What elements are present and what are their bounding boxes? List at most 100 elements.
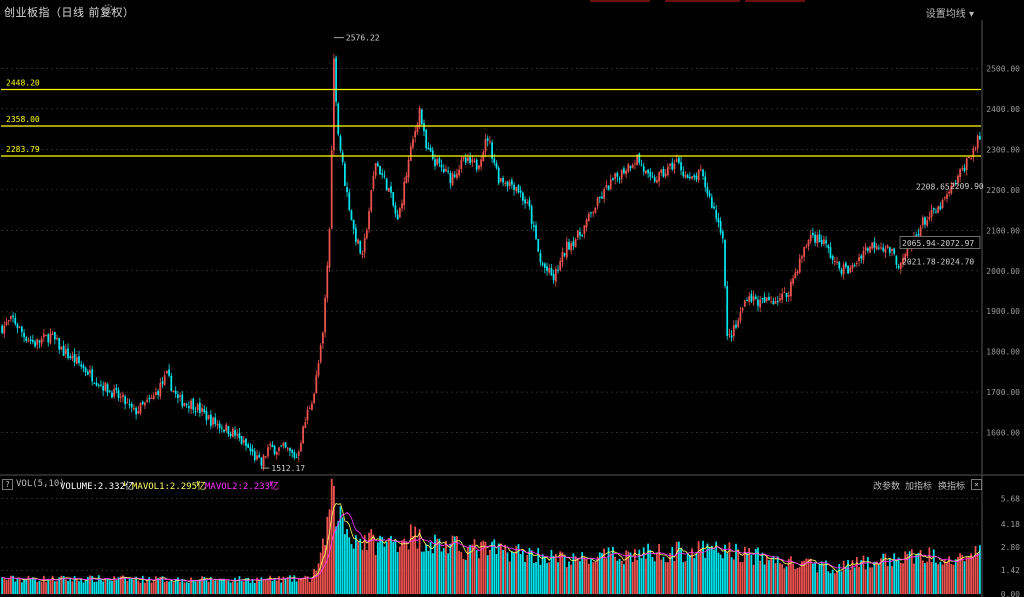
- candle-body: [779, 298, 781, 301]
- volume-bar: [352, 548, 355, 594]
- volume-header: ? VOL(5,10) VOLUME:2.332亿 ↓ MAVOL1:2.295…: [0, 477, 1024, 492]
- candle-body: [128, 403, 131, 405]
- volume-bar: [469, 544, 472, 594]
- volume-bar: [801, 561, 803, 594]
- candle-body: [702, 169, 704, 177]
- candle-body: [790, 281, 792, 297]
- volume-bar: [449, 543, 452, 594]
- volume-bar: [812, 563, 814, 594]
- candle-body: [209, 414, 212, 426]
- volume-bar: [478, 558, 480, 594]
- volume-bar: [768, 560, 770, 594]
- candle-body: [855, 263, 858, 265]
- volume-bar: [304, 575, 307, 594]
- candle-body: [563, 253, 566, 256]
- candle-body: [585, 219, 588, 228]
- candle-body: [438, 158, 441, 164]
- volume-bar: [548, 562, 551, 594]
- volume-bar: [262, 579, 265, 594]
- add-indicator-button[interactable]: 加指标: [905, 482, 933, 492]
- volume-bar: [961, 555, 964, 594]
- candle-body: [662, 168, 665, 177]
- volume-bar: [647, 543, 649, 594]
- candle-body: [464, 157, 467, 163]
- set-ma-button[interactable]: 设置均线 ▾: [926, 5, 974, 20]
- volume-bar: [675, 541, 678, 594]
- volume-bar: [38, 581, 41, 594]
- volume-bar: [130, 578, 133, 594]
- candle-body: [625, 170, 628, 175]
- candle-body: [596, 197, 599, 206]
- candle-body: [693, 175, 696, 178]
- candle-body: [218, 423, 221, 429]
- volume-bar: [311, 577, 313, 594]
- candle-body: [447, 170, 450, 172]
- volume-bar: [809, 558, 812, 594]
- volume-bar: [618, 558, 621, 594]
- volume-bar: [957, 556, 959, 594]
- volume-bar: [42, 575, 45, 594]
- candle-body: [880, 247, 882, 249]
- volume-bar: [572, 553, 575, 594]
- volume-bar: [682, 562, 685, 594]
- volume-bar: [181, 579, 184, 594]
- candle-body: [937, 206, 940, 213]
- volume-bar: [719, 554, 722, 594]
- volume-bar: [972, 558, 975, 594]
- candle-body: [568, 241, 570, 250]
- volume-bar: [434, 534, 436, 594]
- candle-body: [295, 457, 298, 459]
- volume-bar: [396, 552, 399, 594]
- candle-body: [36, 339, 39, 345]
- switch-indicator-button[interactable]: 换指标: [938, 482, 966, 492]
- candle-body: [141, 401, 144, 405]
- candle-body: [414, 130, 417, 138]
- candle-body: [409, 146, 412, 161]
- volume-bar: [231, 581, 234, 594]
- volume-bar: [247, 577, 250, 594]
- mavol1-value: MAVOL1:2.295亿: [132, 482, 207, 492]
- volume-bar: [825, 560, 827, 594]
- candle-body: [379, 165, 381, 175]
- candle-body: [974, 147, 977, 149]
- candle-body: [368, 211, 370, 230]
- close-icon[interactable]: ×: [971, 479, 982, 490]
- candle-body: [594, 207, 597, 213]
- gear-icon[interactable]: [102, 3, 114, 15]
- candle-body: [10, 316, 12, 319]
- volume-bar: [937, 564, 940, 594]
- candle-body: [862, 251, 865, 261]
- volume-bar: [471, 544, 474, 594]
- candle-body: [820, 239, 823, 244]
- candle-body: [350, 210, 353, 221]
- volume-bar: [275, 580, 278, 594]
- candle-body: [429, 147, 432, 152]
- candle-body: [383, 175, 386, 177]
- candle-body: [906, 246, 909, 256]
- volume-bar: [324, 545, 326, 594]
- volume-bar: [930, 562, 933, 594]
- price-tick-label: 2100.00: [986, 226, 1020, 235]
- help-icon[interactable]: ?: [2, 479, 13, 490]
- candle-body: [768, 296, 770, 300]
- candle-body: [1, 325, 3, 334]
- volume-bar: [412, 536, 414, 594]
- volume-bar: [735, 543, 737, 594]
- candle-body: [677, 157, 680, 163]
- candle-body: [262, 455, 265, 468]
- candle-body: [897, 265, 900, 268]
- candle-body: [873, 241, 876, 248]
- volume-bar: [970, 553, 972, 594]
- candle-body: [231, 428, 234, 437]
- mavol1-up-arrow-icon: ↑: [195, 479, 201, 489]
- candle-body: [576, 230, 579, 238]
- candle-body: [161, 381, 164, 384]
- range-label-lower: 2021.78-2024.70: [902, 257, 974, 266]
- candle-body: [946, 194, 948, 199]
- volume-bar: [187, 582, 190, 594]
- candle-body: [49, 333, 52, 344]
- change-params-button[interactable]: 改参数: [873, 482, 901, 492]
- volume-bar: [385, 541, 388, 594]
- candle-body: [787, 295, 790, 297]
- candle-body: [317, 363, 320, 376]
